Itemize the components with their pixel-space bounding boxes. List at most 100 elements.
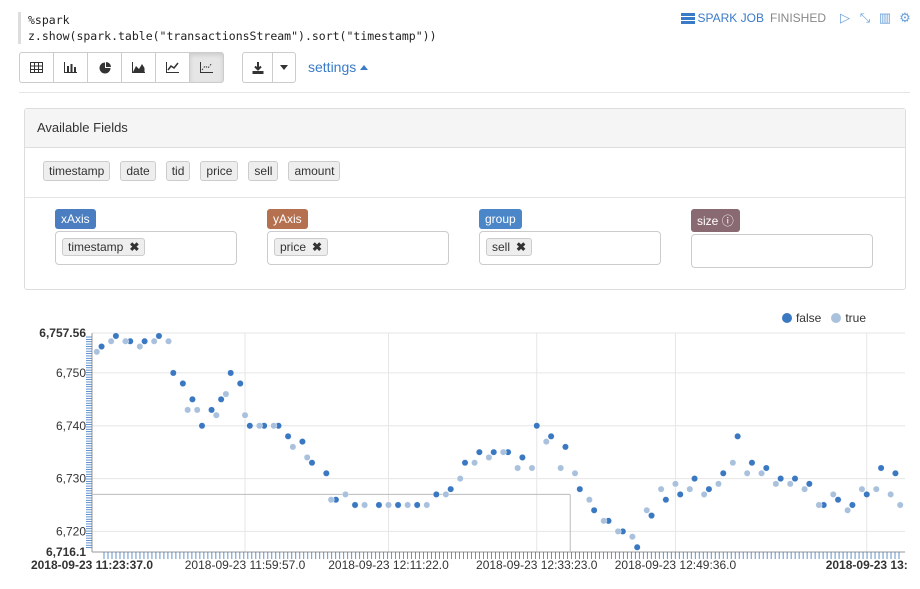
settings-toggle[interactable]: settings	[308, 59, 369, 75]
point-false	[98, 343, 105, 350]
legend-false-label: false	[795, 311, 822, 325]
code-line-2: z.show(spark.table("transactionsStream")…	[28, 29, 437, 43]
spark-job-link[interactable]: SPARK JOB	[680, 11, 764, 25]
info-icon[interactable]: ⓘ	[721, 214, 734, 228]
point-true	[136, 343, 144, 350]
remove-group-icon[interactable]: ✖	[516, 240, 527, 254]
point-true	[815, 501, 823, 509]
point-true	[743, 469, 751, 477]
xaxis-dropzone[interactable]: timestamp ✖	[55, 231, 237, 265]
point-true	[629, 533, 636, 541]
point-false	[461, 459, 469, 467]
run-icon[interactable]: ▷	[840, 10, 850, 25]
point-false	[633, 543, 641, 551]
scatter-chart-button[interactable]	[189, 52, 224, 83]
xaxis-value: timestamp	[68, 240, 124, 254]
field-price[interactable]: price	[200, 161, 239, 181]
point-true	[327, 496, 335, 504]
x-tick-label: 2018-09-23 12:49:36.0	[615, 558, 737, 572]
point-false	[691, 475, 698, 482]
field-sell[interactable]: sell	[248, 161, 279, 181]
remove-xaxis-icon[interactable]: ✖	[129, 240, 140, 254]
point-false	[112, 332, 120, 340]
yaxis-dropzone[interactable]: price ✖	[267, 231, 449, 265]
point-true	[193, 406, 201, 414]
remove-yaxis-icon[interactable]: ✖	[312, 240, 323, 254]
point-true	[270, 422, 278, 430]
point-false	[447, 485, 455, 493]
group-pill[interactable]: sell ✖	[486, 238, 533, 256]
point-false	[413, 501, 421, 509]
field-timestamp[interactable]: timestamp	[43, 161, 111, 181]
point-false	[805, 480, 813, 488]
group-dropzone[interactable]: sell ✖	[479, 231, 661, 265]
point-true	[528, 464, 536, 472]
field-amount[interactable]: amount	[288, 161, 341, 181]
point-true	[184, 406, 192, 414]
area-chart-icon	[132, 62, 145, 73]
collapse-icon[interactable]: ⤡	[859, 10, 871, 25]
code-line-1: %spark	[28, 13, 70, 27]
legend-true[interactable]: true	[831, 311, 866, 325]
line-chart-button[interactable]	[155, 52, 189, 83]
y-tick-label: 6,740	[56, 419, 86, 433]
point-false	[834, 496, 842, 504]
spark-job-label: SPARK JOB	[697, 11, 764, 25]
legend-true-dot	[831, 313, 842, 323]
y-tick-label: 6,757.56	[39, 326, 86, 340]
point-false	[705, 485, 713, 493]
tasks-icon	[680, 12, 695, 24]
download-button[interactable]	[242, 52, 272, 83]
point-true	[442, 491, 450, 498]
size-dropzone[interactable]	[691, 234, 873, 268]
book-icon[interactable]: ▥	[878, 10, 892, 25]
point-false	[777, 475, 785, 482]
point-false	[648, 512, 655, 519]
group-label: group	[479, 209, 522, 229]
point-true	[107, 337, 115, 345]
point-false	[562, 443, 569, 451]
point-false	[863, 491, 871, 498]
field-tid[interactable]: tid	[165, 161, 191, 181]
point-true	[485, 454, 493, 461]
point-true	[801, 485, 808, 493]
chart-legend: false true	[781, 311, 866, 325]
code-editor[interactable]: %spark z.show(spark.table("transactionsS…	[18, 12, 437, 44]
point-true	[571, 469, 579, 477]
xaxis-pill[interactable]: timestamp ✖	[62, 238, 146, 256]
status-text: FINISHED	[769, 11, 826, 25]
point-true	[614, 527, 622, 535]
point-false	[189, 395, 196, 403]
y-tick-label: 6,716.1	[46, 545, 86, 559]
point-true	[165, 337, 172, 345]
size-label: size ⓘ	[691, 209, 740, 232]
point-true	[585, 496, 593, 504]
point-true	[499, 448, 507, 456]
point-true	[643, 506, 651, 514]
point-false	[299, 438, 306, 446]
yaxis-column: yAxis price ✖	[267, 209, 449, 265]
table-button[interactable]	[19, 52, 53, 83]
area-chart-button[interactable]	[121, 52, 155, 83]
point-true	[872, 485, 880, 493]
bar-chart-button[interactable]	[53, 52, 87, 83]
point-false	[676, 491, 684, 498]
x-tick-label: 2018-09-23 11:59:57.0	[185, 558, 306, 572]
y-tick-label: 6,750	[56, 366, 86, 380]
point-false	[762, 464, 770, 472]
x-tick-label: 2018-09-23 12:33:23.0	[476, 558, 598, 572]
paragraph-header: SPARK JOB FINISHED ▷ ⤡ ▥ ⚙	[680, 10, 912, 26]
point-true	[729, 459, 737, 467]
yaxis-value: price	[280, 240, 307, 254]
available-fields: timestamp date tid price sell amount	[43, 161, 341, 181]
legend-false[interactable]: false	[781, 311, 822, 325]
point-false	[892, 469, 899, 477]
gear-icon[interactable]: ⚙	[899, 10, 911, 25]
download-dropdown-button[interactable]	[272, 52, 296, 83]
field-date[interactable]: date	[120, 161, 156, 181]
point-false	[490, 448, 498, 456]
point-true	[514, 464, 522, 472]
scatter-chart-icon	[200, 62, 213, 73]
yaxis-pill[interactable]: price ✖	[274, 238, 329, 256]
pie-chart-button[interactable]	[87, 52, 121, 83]
